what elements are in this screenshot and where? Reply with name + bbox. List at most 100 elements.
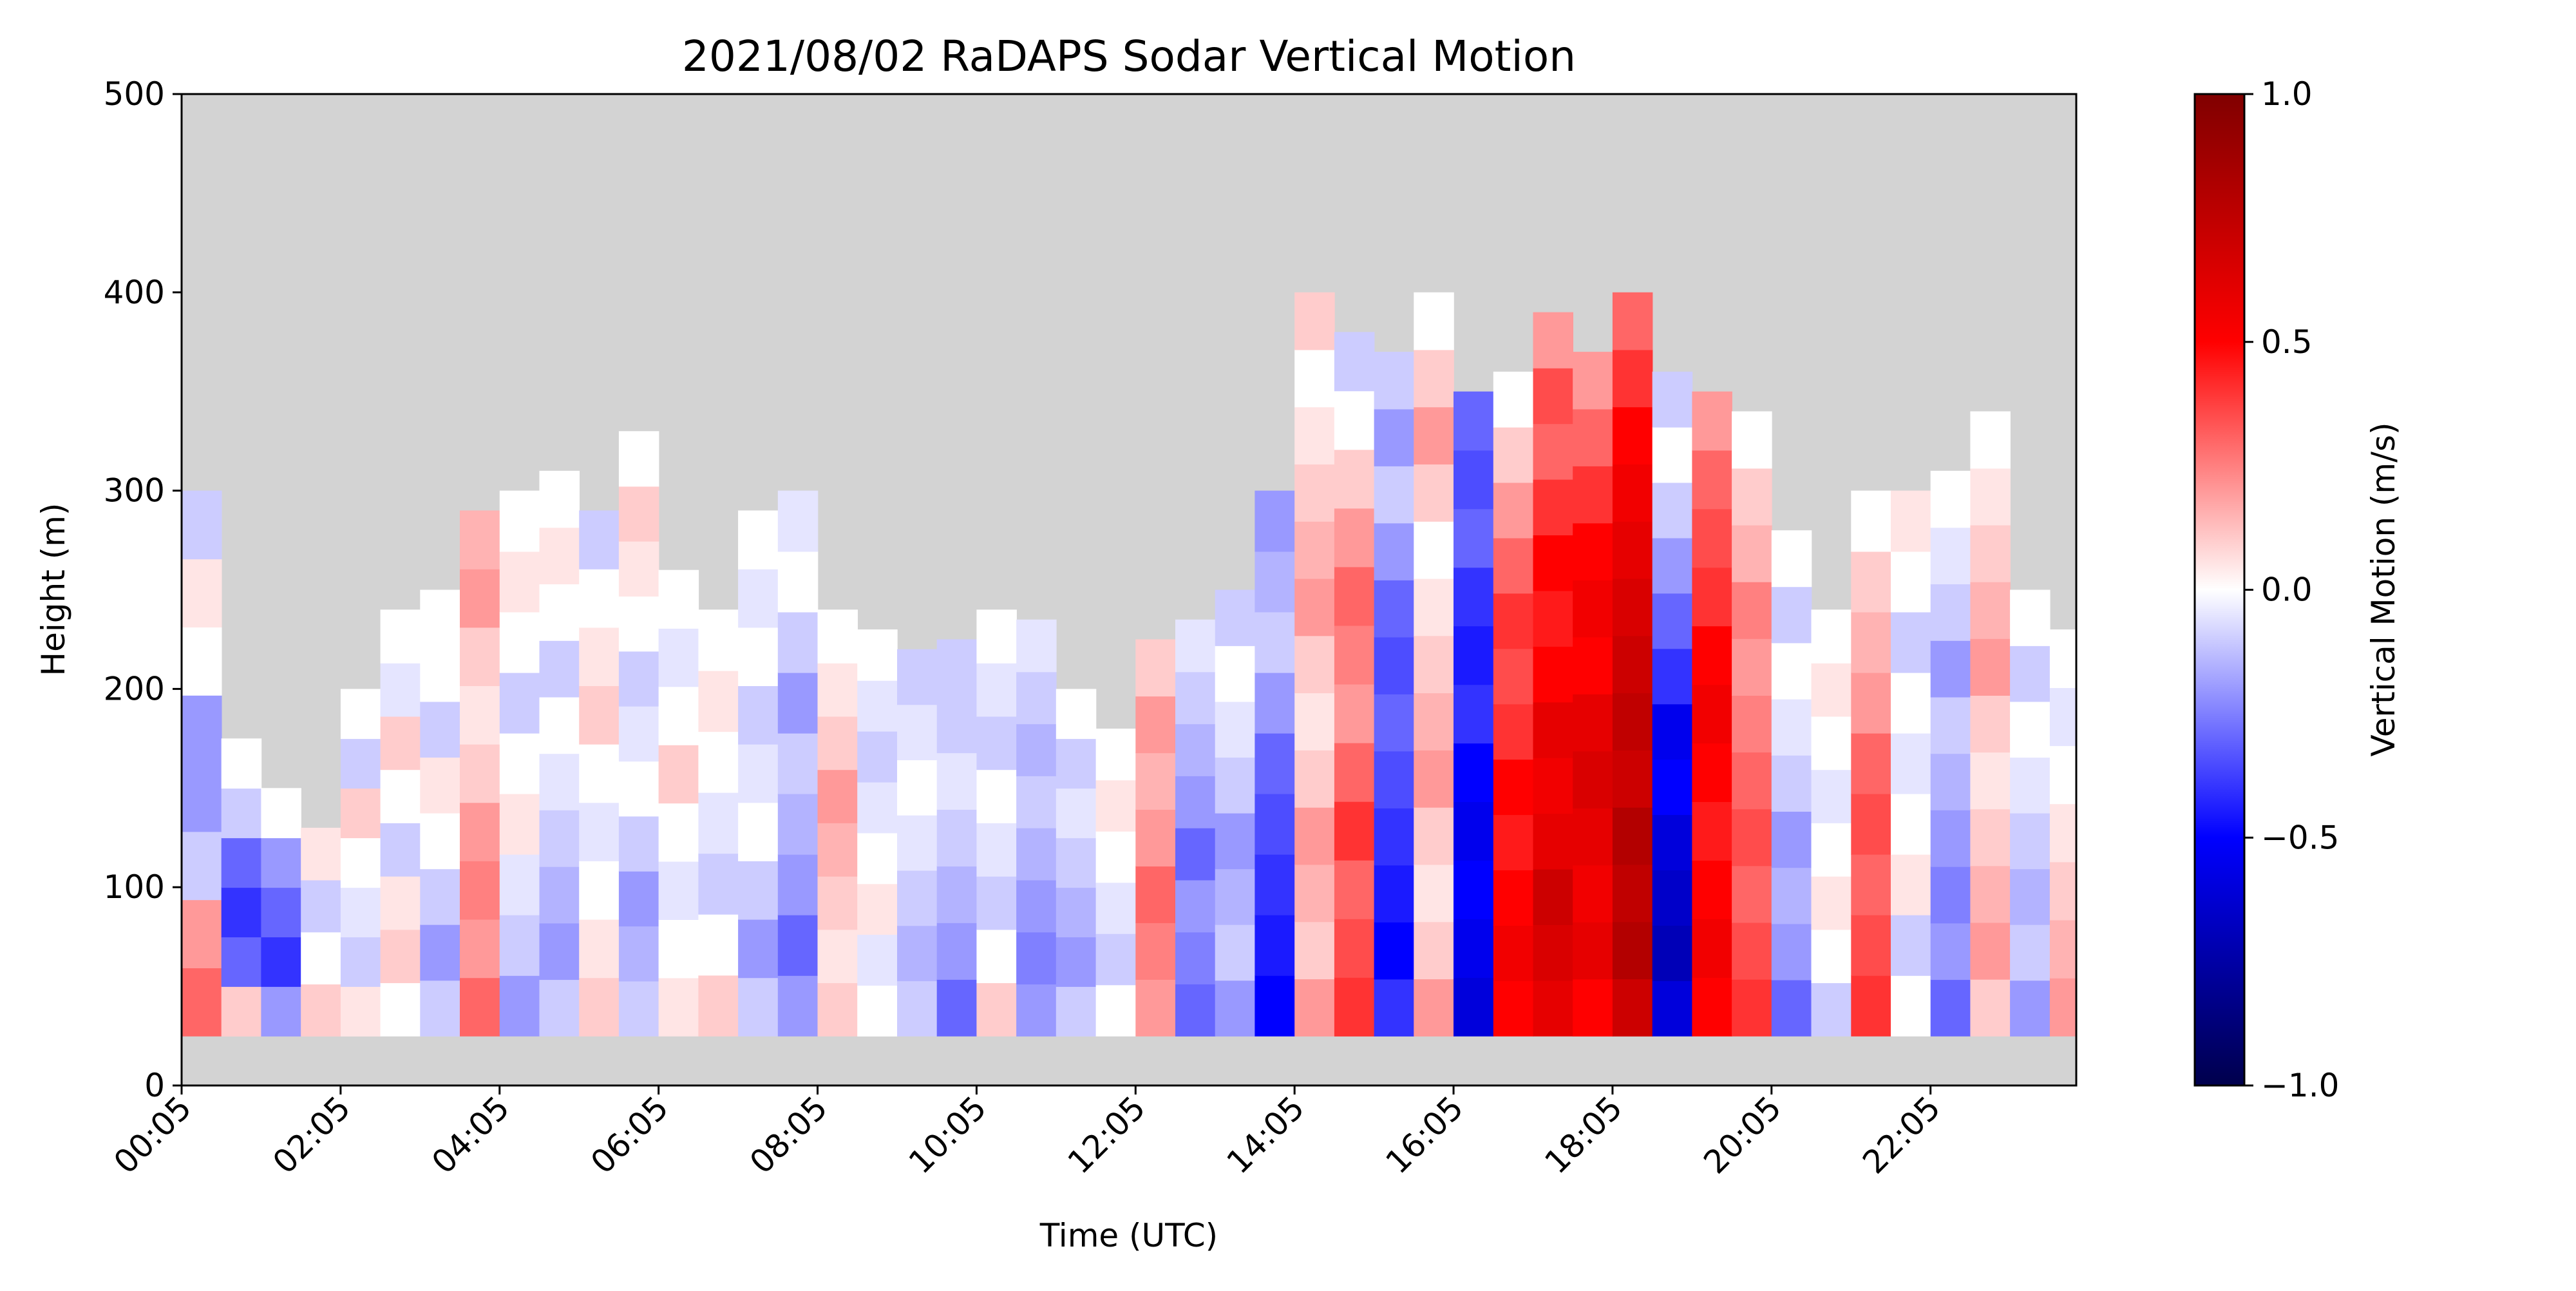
heatmap-cell	[1175, 932, 1216, 985]
heatmap-cell	[1135, 696, 1176, 754]
heatmap-cell	[380, 769, 421, 823]
heatmap-cell	[618, 651, 659, 707]
heatmap-cell	[1573, 751, 1613, 808]
x-tick-label: 04:05	[424, 1089, 516, 1181]
heatmap-cell	[1573, 922, 1613, 980]
heatmap-cell	[1851, 975, 1891, 1037]
heatmap-cell	[1334, 742, 1375, 802]
plot-frame	[180, 93, 2078, 1087]
heatmap-cell	[1374, 865, 1415, 923]
heatmap-cell	[1294, 864, 1335, 923]
heatmap-cell	[1930, 866, 1971, 924]
heatmap-cell	[1334, 449, 1375, 509]
heatmap-cell	[221, 788, 262, 839]
colorbar-tick-label: 0.0	[2261, 571, 2313, 609]
heatmap-cell	[1692, 919, 1732, 978]
y-axis: 0 100 200 300 400 500	[104, 75, 182, 1104]
heatmap-cell	[1414, 750, 1454, 808]
heatmap-cell	[340, 937, 381, 987]
heatmap-cell	[301, 932, 341, 985]
heatmap-cell	[1891, 732, 1931, 794]
heatmap-cell	[658, 745, 699, 804]
heatmap-cell	[340, 887, 381, 937]
heatmap-cell	[1811, 929, 1852, 984]
heatmap-cell	[340, 738, 381, 789]
heatmap-cell	[1652, 759, 1693, 816]
heatmap-cell	[1135, 979, 1176, 1037]
heatmap-cell	[1692, 684, 1732, 744]
heatmap-cell	[1533, 980, 1573, 1037]
y-tick-label: 500	[104, 75, 165, 113]
heatmap-cell	[976, 769, 1017, 823]
heatmap-cell	[221, 738, 262, 789]
heatmap-cell	[1294, 406, 1335, 464]
x-tick-label: 16:05	[1379, 1089, 1471, 1181]
heatmap-cell	[1891, 551, 1931, 613]
heatmap-cell	[857, 934, 898, 986]
heatmap-cell	[1493, 759, 1534, 816]
heatmap-cell	[1612, 635, 1653, 694]
heatmap-cell	[1930, 470, 1971, 528]
heatmap-cell	[1533, 646, 1573, 703]
heatmap-cell	[2010, 924, 2050, 981]
heatmap-cell	[1573, 352, 1613, 410]
heatmap-cell	[777, 975, 819, 1037]
heatmap-cell	[2010, 589, 2050, 646]
heatmap-cell	[1016, 723, 1057, 776]
heatmap-cell	[301, 879, 341, 933]
heatmap-cell	[1016, 619, 1057, 673]
heatmap-cell	[1334, 390, 1375, 450]
heatmap-cell	[539, 810, 580, 867]
heatmap-cell	[1851, 551, 1891, 613]
heatmap-cell	[1095, 779, 1137, 832]
heatmap-cell	[1612, 864, 1653, 923]
colorbar: 1.0 0.5 0.0 −0.5 −1.0 Vertical Motion (m/s)	[2193, 75, 2402, 1104]
heatmap-cell	[1652, 482, 1693, 539]
heatmap-cell	[1493, 648, 1534, 705]
heatmap-cell	[499, 915, 540, 976]
colorbar-label: Vertical Motion (m/s)	[2365, 422, 2402, 756]
heatmap-cell	[579, 627, 620, 686]
heatmap-cell	[2010, 757, 2050, 814]
heatmap-cell	[1930, 584, 1971, 641]
heatmap-cell	[1692, 801, 1732, 861]
x-axis: 00:05 02:05 04:05 06:05 08:05 10:05 12:05 14:05…	[107, 1085, 1947, 1181]
heatmap-cell	[817, 823, 858, 877]
heatmap-cell	[698, 975, 739, 1037]
heatmap-cell	[1612, 693, 1653, 751]
heatmap-cell	[1652, 703, 1693, 760]
heatmap-cell	[618, 596, 659, 652]
heatmap-cell	[460, 919, 500, 979]
heatmap-cell	[738, 802, 779, 861]
heatmap-cell	[698, 853, 739, 915]
colorbar-gradient	[2193, 93, 2246, 1087]
heatmap-cell	[976, 716, 1017, 770]
y-tick-label: 200	[104, 670, 165, 707]
heatmap-cell	[2049, 977, 2076, 1037]
heatmap-cell	[817, 875, 858, 930]
heatmap-cell	[1056, 738, 1097, 789]
heatmap-cell	[1294, 921, 1335, 980]
heatmap-cell	[1851, 915, 1891, 976]
heatmap-cell	[777, 915, 819, 976]
heatmap-cell	[1294, 578, 1335, 636]
heatmap-cell	[1612, 807, 1653, 865]
heatmap-cell	[1454, 860, 1494, 919]
heatmap-cell	[1255, 672, 1295, 734]
heatmap-cell	[2049, 745, 2076, 805]
heatmap-cell	[539, 866, 580, 924]
heatmap-cell	[1215, 589, 1256, 646]
heatmap-cell	[1334, 566, 1375, 626]
heatmap-cell	[2010, 701, 2050, 758]
heatmap-cell	[1652, 648, 1693, 705]
heatmap-cell	[1493, 371, 1534, 428]
heatmap-cell	[1493, 426, 1534, 483]
heatmap-cell	[658, 628, 699, 687]
heatmap-cell	[1732, 411, 1772, 469]
heatmap-cell	[1930, 753, 1971, 810]
heatmap-cell	[301, 984, 341, 1037]
heatmap-cell	[1970, 524, 2011, 582]
heatmap-cell	[897, 815, 938, 871]
chart-title: 2021/08/02 RaDAPS Sodar Vertical Motion	[682, 32, 1576, 81]
heatmap-cell	[1454, 626, 1494, 685]
